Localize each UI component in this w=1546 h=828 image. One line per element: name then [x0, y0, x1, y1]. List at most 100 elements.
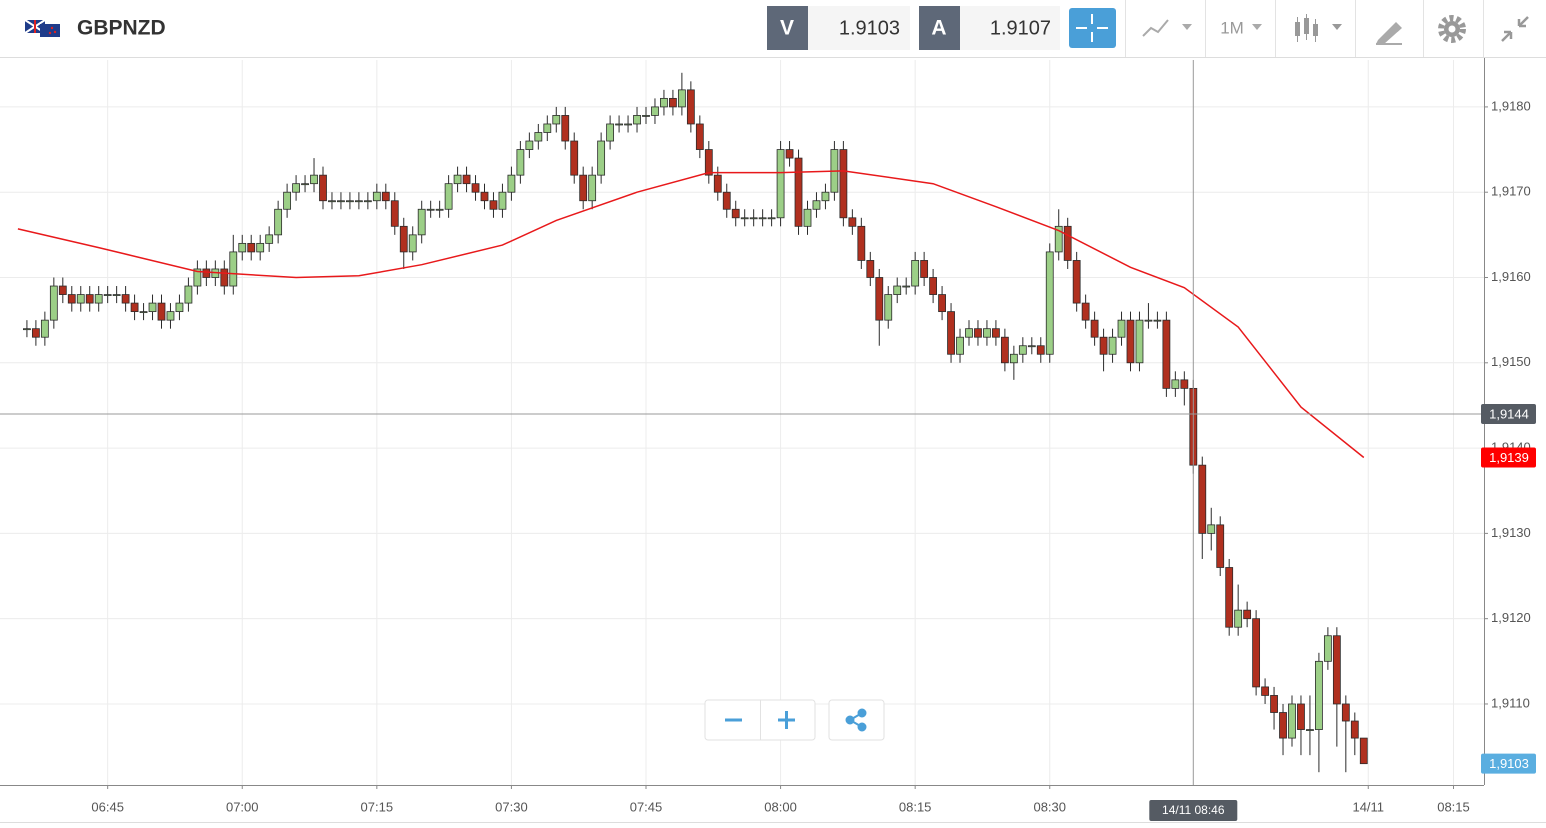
candle-body — [1234, 609, 1243, 628]
moving-average-label: 1,9139 — [1489, 450, 1529, 465]
candle-body — [920, 260, 929, 278]
candle-body — [857, 225, 866, 261]
y-tick-label: 1,9160 — [1491, 269, 1531, 284]
sell-button[interactable] — [767, 6, 808, 50]
candle-body — [992, 328, 1000, 338]
candle-body — [1270, 695, 1278, 713]
candle-body — [1036, 345, 1045, 355]
candle-body — [561, 115, 570, 142]
timeframe-caret — [1252, 24, 1262, 30]
candle-body — [67, 294, 76, 304]
buy-field — [960, 6, 1060, 50]
candle-body — [426, 208, 435, 211]
x-tick-label: 08:00 — [764, 799, 797, 814]
candle-body — [130, 302, 139, 313]
crosshair-button[interactable] — [1069, 8, 1116, 48]
share-button[interactable] — [828, 699, 885, 741]
candle-body — [256, 242, 265, 253]
candle-body — [938, 294, 946, 313]
crosshair-time-label: 14/11 08:46 — [1162, 803, 1225, 817]
crosshair-price-label: 1,9144 — [1489, 406, 1529, 421]
candle-body — [139, 311, 148, 314]
candle-body — [310, 174, 318, 185]
candle-body — [444, 183, 453, 210]
x-tick-label: 06:45 — [91, 799, 124, 814]
collapse-button[interactable] — [1501, 16, 1529, 42]
candle-body — [624, 123, 632, 126]
candle-body — [202, 268, 211, 278]
candle-body — [902, 285, 911, 288]
candle-body — [848, 217, 857, 227]
last-price-label-box — [1481, 753, 1536, 774]
buy-price: 1.9107 — [990, 17, 1051, 39]
candle-body — [381, 191, 390, 202]
x-tick-label: 14/11 — [1352, 799, 1384, 814]
candle-body — [785, 149, 794, 159]
candle-body — [1225, 567, 1234, 628]
candle-body — [1162, 319, 1171, 389]
candle-body — [283, 191, 292, 210]
candle-body — [1243, 609, 1252, 620]
candle-body — [1288, 703, 1296, 739]
candle-body — [1108, 336, 1117, 355]
buy-button[interactable] — [919, 6, 960, 50]
candle-body — [1045, 251, 1054, 355]
candle-body — [633, 115, 641, 125]
settings-button[interactable] — [1438, 15, 1466, 43]
candle-body — [956, 336, 964, 355]
candle-body — [660, 97, 668, 108]
candle-body — [1350, 720, 1359, 739]
flag-icon — [24, 19, 60, 37]
candle-body — [49, 285, 58, 321]
candle-body — [731, 208, 740, 219]
candle-body — [642, 115, 650, 117]
candle-body — [1081, 302, 1090, 321]
candle-body — [1198, 464, 1207, 534]
moving-average-label-box — [1481, 447, 1536, 468]
y-tick-label: 1,9120 — [1491, 610, 1531, 625]
crosshair-time-box — [1149, 800, 1238, 821]
candle-body — [1063, 225, 1072, 261]
candle-body — [875, 277, 884, 321]
candle-body — [1126, 319, 1135, 364]
candle-body — [148, 302, 157, 313]
candle-body — [1009, 353, 1018, 364]
candle-body — [1153, 319, 1162, 322]
candle-body — [740, 217, 749, 220]
candle-body — [1297, 703, 1305, 730]
candle-body — [965, 328, 973, 338]
candle-body — [498, 191, 507, 210]
share-icon — [845, 708, 867, 732]
candle-body — [238, 242, 247, 253]
sell-field — [808, 6, 910, 50]
chart-type-button[interactable] — [1295, 14, 1342, 42]
indicators-button[interactable] — [1142, 19, 1192, 37]
candle-body — [1135, 319, 1144, 364]
candle-body — [417, 208, 426, 236]
candle-body — [615, 123, 623, 126]
candle-body — [677, 89, 686, 108]
candle-body — [462, 174, 471, 185]
x-tick-label: 07:30 — [495, 799, 528, 814]
candle-body — [337, 200, 345, 203]
candle-body — [121, 294, 130, 304]
y-tick-label: 1,9150 — [1491, 354, 1531, 369]
candle-body — [597, 140, 606, 176]
candle-body — [552, 115, 561, 125]
candle-body — [94, 294, 103, 304]
candle-body — [606, 123, 615, 142]
timeframe[interactable]: 1M — [1220, 18, 1244, 37]
draw-button[interactable] — [1376, 22, 1402, 45]
candle-body — [1341, 703, 1350, 722]
candle-body — [911, 260, 920, 287]
candle-body — [372, 191, 381, 202]
candle-body — [220, 268, 229, 287]
label-layer: 1,91101,91201,91301,91401,91501,91601,91… — [91, 98, 1536, 821]
candle-body — [58, 285, 67, 295]
header: GBPNZD V 1.9103 A 1.9107 1M — [0, 0, 1546, 58]
candle-body — [1027, 345, 1036, 348]
candle-body — [929, 277, 938, 295]
zoom-in-button[interactable] — [778, 711, 795, 729]
